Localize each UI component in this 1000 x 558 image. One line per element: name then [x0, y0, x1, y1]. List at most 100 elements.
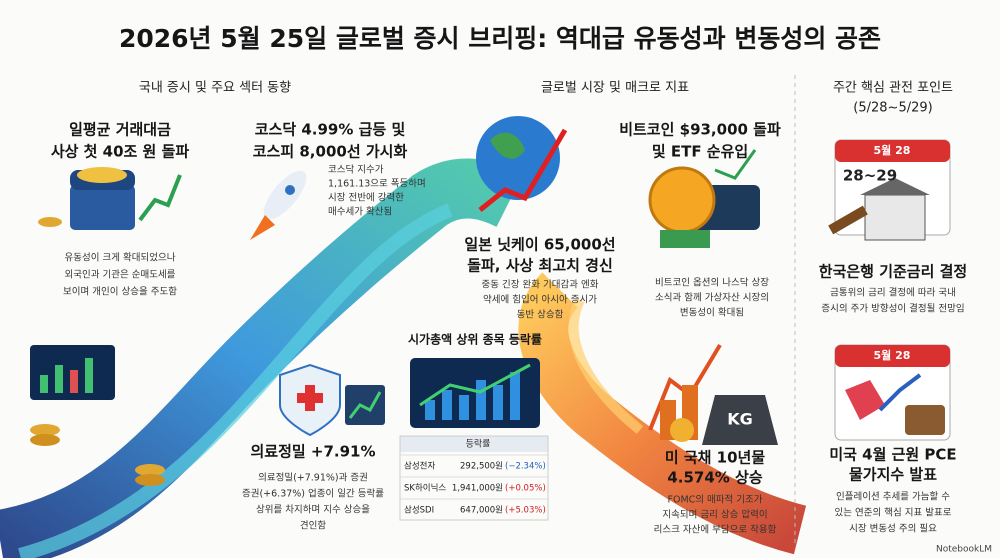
calendar-icons-part [860, 178, 930, 195]
dashboard-icon [30, 345, 165, 486]
card-title: 미 국채 10년물 [665, 449, 766, 467]
card-title: 비트코인 $93,000 돌파 [619, 121, 781, 139]
section-title: (5/28~5/29) [853, 101, 932, 116]
chart-screen-icon-part [493, 385, 503, 420]
table-header-bg [400, 436, 548, 452]
card-body: 소식과 함께 가상자산 시장의 [655, 293, 769, 304]
card-body: 외국인과 기관은 순매도세를 [65, 269, 176, 281]
card-body: 리스크 자산에 부담으로 작용함 [654, 524, 777, 536]
card-title: 미국 4월 근원 PCE [829, 446, 956, 464]
table-name: 삼성SDI [404, 505, 434, 516]
globe-icon [476, 116, 568, 212]
card-body: 동반 상승함 [517, 310, 564, 321]
calendar-icons-part [878, 373, 922, 412]
bitcoin-icon [648, 149, 760, 248]
chart-screen-icon-part [510, 372, 520, 420]
card-body: 변동성이 확대됨 [680, 307, 744, 319]
table-border [399, 435, 549, 521]
table-header: 등락률 [466, 438, 491, 450]
card-title: 일본 닛케이 65,000선 [464, 236, 615, 254]
ribbons-part [0, 158, 524, 558]
calendar-days: 28~29 [843, 167, 897, 185]
weight-label: KG [727, 410, 753, 429]
chart-screen-icon [410, 358, 540, 428]
treasure-icon-part [70, 185, 135, 230]
globe-icon-part [478, 128, 568, 212]
card-title: 의료정밀 +7.91% [250, 443, 375, 461]
card-body: 증권(+6.37%) 업종이 일간 등락률 [242, 488, 384, 500]
card-body: 지속되며 금리 상승 압력이 [662, 509, 767, 521]
card-body: FOMC의 매파적 기조가 [668, 494, 763, 506]
card-body: 시장 변동성 주의 필요 [849, 523, 937, 535]
card-title: 일평균 거래대금 [69, 121, 171, 139]
weight-icon [648, 343, 778, 445]
chart-screen-icon-part [419, 363, 531, 407]
dashboard-icon-part [135, 464, 165, 476]
card-title: 사상 첫 40조 원 돌파 [51, 143, 190, 161]
table-price: 647,000원 [460, 506, 503, 516]
card-body: 약세에 힘입어 아시아 증시가 [483, 294, 597, 306]
ribbons-part [568, 297, 644, 434]
calendar-icons-part [864, 194, 926, 241]
dashboard-icon-part [40, 375, 48, 393]
card-title: 물가지수 발표 [849, 466, 937, 484]
calendar-icons-part [828, 205, 868, 235]
table-price: 292,500원 [460, 462, 503, 472]
card-body: 견인함 [300, 520, 326, 532]
card-body: 코스닥 지수가 [328, 165, 384, 176]
card-title: 코스피 8,000선 가시화 [253, 143, 408, 161]
table-name: SK하이닉스 [404, 483, 446, 494]
bitcoin-icon-part [660, 230, 710, 248]
card-body: 인플레이션 추세를 가늠할 수 [836, 492, 950, 503]
rocket-icon [250, 170, 307, 240]
dashboard-icon-part [135, 474, 165, 486]
calendar-icons-part [905, 405, 945, 435]
chart-screen-icon-part [459, 395, 469, 420]
calendar-icons-part [835, 345, 950, 367]
rocket-icon-part [250, 215, 275, 240]
card-title: 코스닥 4.99% 급등 및 [255, 121, 406, 139]
ribbons [0, 158, 807, 558]
rocket-icon-part [263, 170, 307, 220]
card-title: 돌파, 사상 최고치 경신 [467, 257, 613, 275]
bitcoin-icon-part [714, 149, 757, 180]
medical-icon-part [345, 385, 385, 425]
card-body: 보이며 개인이 상승을 주도함 [63, 287, 177, 298]
table-title: 시가총액 상위 종목 등락률 [408, 332, 542, 347]
card-body: 비트코인 옵션의 나스닥 상장 [655, 278, 769, 289]
table-change: (+5.03%) [505, 506, 546, 516]
card-body: 1,161.13으로 폭등하며 [328, 178, 426, 190]
card-body: 유동성이 크게 확대되었으나 [65, 252, 176, 264]
treasure-icon-part [77, 167, 127, 183]
card-body: 매수세가 확산됨 [328, 206, 392, 218]
dashboard-icon-part [85, 358, 93, 393]
section-title: 주간 핵심 관전 포인트 [833, 81, 953, 96]
dashboard-icon-part [70, 370, 78, 393]
section-title: 글로벌 시장 및 매크로 지표 [541, 81, 689, 96]
main-title: 2026년 5월 25일 글로벌 증시 브리핑: 역대급 유동성과 변동성의 공… [119, 24, 881, 53]
brand: NotebookLM [936, 545, 992, 555]
card-body: 증시의 주가 방향성이 결정될 전망임 [821, 303, 964, 315]
rocket-icon-part [285, 185, 295, 195]
globe-icon-part [490, 132, 525, 159]
chart-screen-icon-part [476, 380, 486, 420]
table-price: 1,941,000원 [452, 484, 503, 494]
treasure-icon [38, 167, 182, 230]
calendar-icons-part [845, 380, 885, 420]
card-body: 시장 전반에 강력한 [328, 192, 404, 204]
bitcoin-icon-part [648, 166, 716, 234]
card-body: 상위를 차지하며 지수 상승을 [256, 504, 370, 516]
medical-icon-part [297, 393, 323, 403]
card-title: 한국은행 기준금리 결정 [819, 263, 967, 281]
card-body: 금통위의 금리 결정에 따라 국내 [830, 287, 956, 299]
card-body: 있는 연준의 핵심 지표 발표로 [835, 507, 952, 519]
section-title: 국내 증시 및 주요 섹터 동향 [139, 81, 291, 96]
chart-screen-icon-part [425, 400, 435, 420]
calendar-month: 5월 28 [874, 348, 911, 362]
calendar-icons-part [835, 140, 950, 162]
chart-screen-icon-part [442, 390, 452, 420]
dashboard-icon-part [30, 424, 60, 436]
